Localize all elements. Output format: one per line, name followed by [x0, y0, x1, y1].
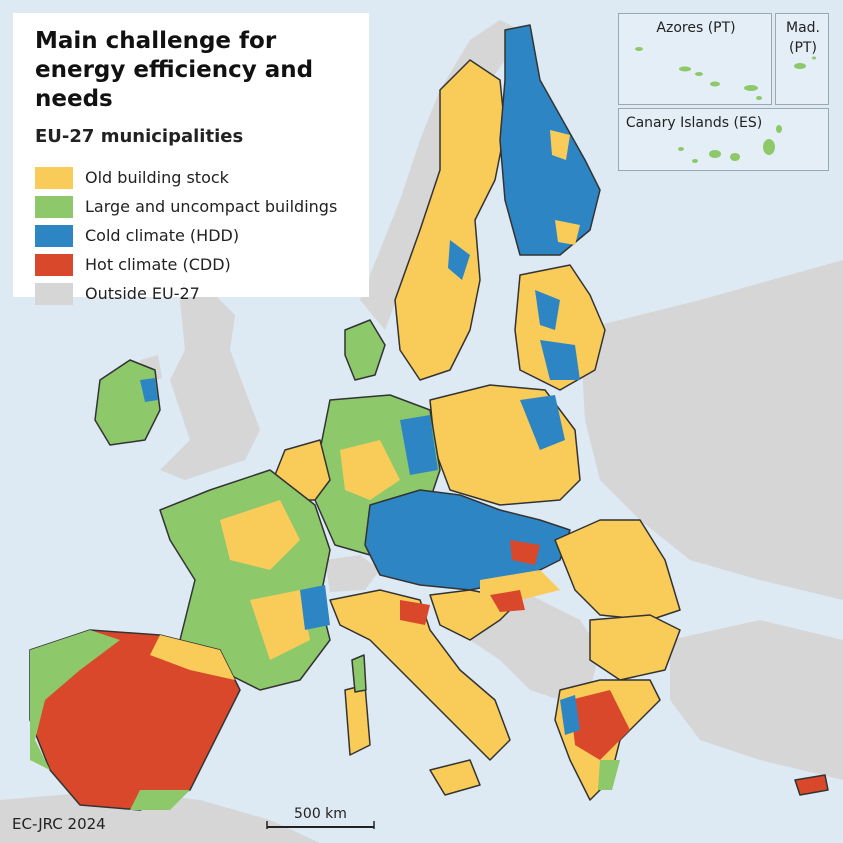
azores-islands [635, 47, 762, 100]
legend-label: Cold climate (HDD) [85, 226, 240, 245]
inset-canary-title: Canary Islands (ES) [625, 115, 763, 131]
legend-swatch [35, 253, 73, 276]
legend-swatch [35, 166, 73, 189]
canary-islands [678, 125, 782, 163]
legend-label: Large and uncompact buildings [85, 197, 338, 216]
legend-swatch [35, 282, 73, 305]
legend-item-large-buildings: Large and uncompact buildings [35, 192, 349, 221]
inset-azores-title: Azores (PT) [656, 20, 736, 36]
legend-label: Hot climate (CDD) [85, 255, 231, 274]
scale-bar-label: 500 km [294, 806, 347, 822]
inset-madeira-title: Mad. (PT) [786, 20, 820, 56]
legend-swatch [35, 195, 73, 218]
credit-text: EC-JRC 2024 [12, 815, 106, 833]
legend-swatch [35, 224, 73, 247]
madeira-islands [794, 56, 816, 69]
inset-azores: Azores (PT) [618, 13, 772, 105]
legend-item-old-building: Old building stock [35, 163, 349, 192]
legend-item-outside-eu: Outside EU-27 [35, 279, 349, 308]
legend-item-cold-climate: Cold climate (HDD) [35, 221, 349, 250]
legend: Main challenge for energy efficiency and… [13, 13, 369, 305]
scale-bar [267, 826, 374, 828]
region-patches [30, 130, 665, 810]
map-subtitle: EU-27 municipalities [35, 126, 244, 147]
inset-canary: Canary Islands (ES) [618, 108, 829, 171]
map-title: Main challenge for energy efficiency and… [35, 28, 314, 112]
inset-madeira: Mad. (PT) [775, 13, 829, 105]
legend-item-hot-climate: Hot climate (CDD) [35, 250, 349, 279]
legend-label: Old building stock [85, 168, 229, 187]
legend-label: Outside EU-27 [85, 284, 200, 303]
